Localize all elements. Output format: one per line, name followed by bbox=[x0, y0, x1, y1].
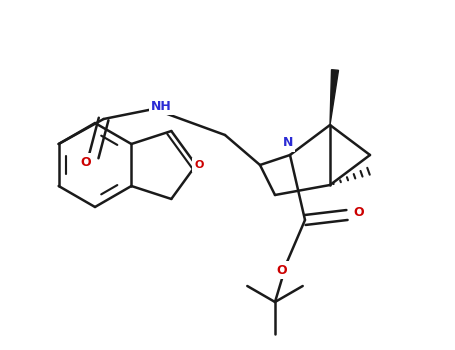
Text: O: O bbox=[277, 264, 287, 276]
Text: O: O bbox=[81, 155, 91, 168]
Polygon shape bbox=[330, 70, 339, 125]
Text: O: O bbox=[194, 160, 204, 170]
Text: N: N bbox=[283, 136, 293, 149]
Text: NH: NH bbox=[151, 99, 172, 112]
Text: O: O bbox=[354, 205, 364, 218]
